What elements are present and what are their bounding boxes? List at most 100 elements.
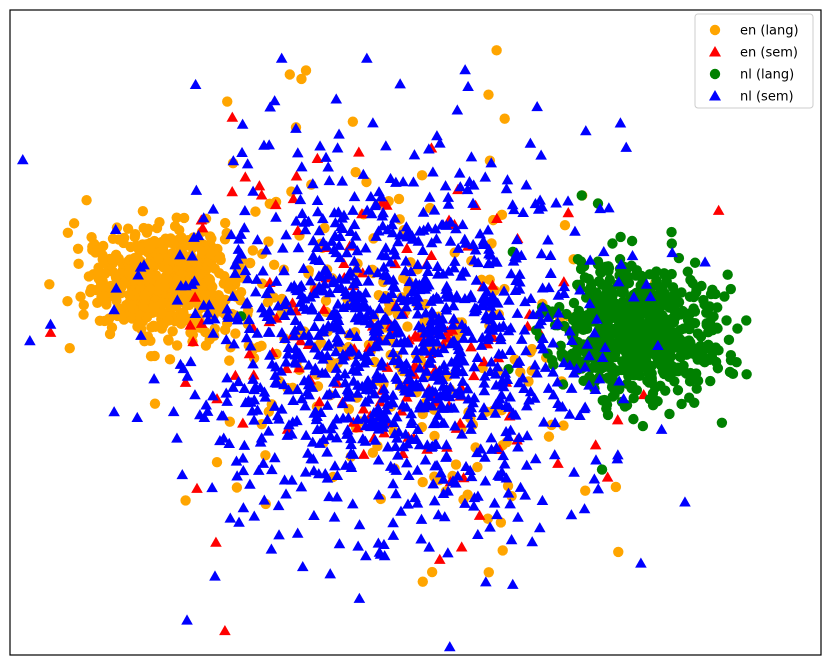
point-nl-sem xyxy=(574,284,586,295)
point-nl-sem xyxy=(428,204,441,215)
point-nl-sem xyxy=(295,161,308,172)
point-nl-sem xyxy=(411,464,424,475)
point-nl-sem xyxy=(181,370,194,381)
point-en-lang xyxy=(462,489,473,500)
point-nl-sem xyxy=(504,498,516,509)
point-nl-sem xyxy=(239,264,252,276)
point-en-lang xyxy=(150,321,161,332)
point-nl-lang xyxy=(661,335,672,347)
point-nl-sem xyxy=(596,351,609,362)
point-nl-sem xyxy=(236,118,249,129)
point-en-lang xyxy=(124,289,135,301)
point-nl-sem xyxy=(206,482,218,493)
point-nl-sem xyxy=(423,143,435,154)
point-en-sem xyxy=(425,249,438,261)
point-nl-lang xyxy=(721,315,732,326)
point-nl-sem xyxy=(510,274,522,285)
point-nl-sem xyxy=(327,376,340,387)
point-en-lang xyxy=(122,223,134,234)
point-en-sem xyxy=(357,403,370,414)
point-nl-sem xyxy=(583,350,595,361)
point-nl-sem xyxy=(407,176,420,187)
point-nl-sem xyxy=(419,327,431,338)
point-nl-sem xyxy=(176,469,189,480)
point-nl-sem xyxy=(450,361,462,372)
point-nl-sem xyxy=(217,410,230,421)
point-nl-sem xyxy=(373,303,386,314)
point-en-lang xyxy=(196,280,208,291)
point-nl-lang xyxy=(571,314,583,325)
point-nl-lang xyxy=(626,235,638,247)
point-nl-sem xyxy=(290,357,302,368)
point-en-lang xyxy=(180,495,191,506)
point-nl-sem xyxy=(303,329,315,340)
point-en-lang xyxy=(350,167,361,178)
point-nl-sem xyxy=(109,223,122,234)
point-nl-sem xyxy=(231,470,243,481)
point-nl-sem xyxy=(484,521,496,532)
point-nl-sem xyxy=(394,78,406,89)
point-nl-sem xyxy=(494,331,507,342)
point-en-lang xyxy=(106,322,118,333)
point-nl-sem xyxy=(442,485,454,496)
point-nl-sem xyxy=(313,310,325,322)
point-en-lang xyxy=(86,231,97,243)
point-nl-sem xyxy=(562,195,574,206)
point-nl-sem xyxy=(229,267,241,278)
point-nl-sem xyxy=(417,224,430,235)
point-nl-sem xyxy=(435,467,447,478)
point-nl-sem xyxy=(431,260,444,271)
point-nl-sem xyxy=(436,313,449,324)
point-nl-lang xyxy=(614,270,625,281)
point-nl-sem xyxy=(552,307,565,318)
point-nl-sem xyxy=(272,300,284,311)
point-en-lang xyxy=(145,351,157,362)
point-nl-sem xyxy=(518,382,530,393)
point-nl-sem xyxy=(16,154,29,165)
point-nl-sem xyxy=(500,183,513,194)
point-nl-lang xyxy=(630,270,642,281)
point-en-sem xyxy=(353,146,365,157)
point-nl-lang xyxy=(640,324,651,335)
point-nl-sem xyxy=(235,228,247,239)
point-nl-sem xyxy=(307,250,320,261)
point-nl-sem xyxy=(458,355,470,366)
point-nl-sem xyxy=(467,397,479,408)
point-nl-sem xyxy=(240,298,252,309)
point-nl-sem xyxy=(565,382,578,393)
point-nl-lang xyxy=(663,294,674,306)
point-nl-sem xyxy=(303,335,316,346)
point-nl-sem xyxy=(588,327,601,338)
point-en-lang xyxy=(247,245,259,256)
point-nl-sem xyxy=(533,522,546,533)
point-nl-sem xyxy=(498,458,511,469)
point-nl-sem xyxy=(400,301,413,312)
legend-marker-en-sem xyxy=(709,46,721,57)
point-nl-sem xyxy=(279,332,291,343)
point-nl-sem xyxy=(380,335,392,346)
point-nl-sem xyxy=(467,197,479,208)
point-nl-sem xyxy=(612,449,624,460)
point-nl-sem xyxy=(370,371,383,382)
point-nl-lang xyxy=(554,301,565,313)
point-nl-sem xyxy=(321,265,333,276)
point-nl-sem xyxy=(440,451,452,462)
point-nl-sem xyxy=(448,313,460,324)
point-nl-sem xyxy=(323,490,335,502)
point-nl-sem xyxy=(415,533,427,544)
legend-label-en-lang: en (lang) xyxy=(740,24,799,39)
point-nl-sem xyxy=(207,327,220,338)
point-nl-lang xyxy=(681,368,692,379)
point-nl-sem xyxy=(324,568,337,579)
point-nl-sem xyxy=(479,171,492,182)
point-nl-sem xyxy=(400,221,413,232)
point-nl-lang xyxy=(640,303,651,315)
point-nl-sem xyxy=(378,538,390,549)
point-nl-sem xyxy=(260,244,272,255)
point-nl-sem xyxy=(479,451,491,462)
point-nl-sem xyxy=(238,382,251,393)
point-nl-sem xyxy=(489,407,502,418)
point-nl-lang xyxy=(578,375,589,387)
point-nl-sem xyxy=(174,358,187,369)
point-nl-lang xyxy=(705,375,716,387)
